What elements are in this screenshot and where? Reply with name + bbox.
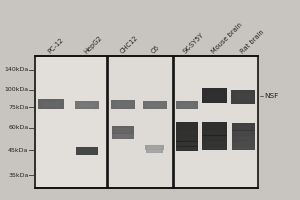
Text: HepG2: HepG2 bbox=[83, 35, 103, 55]
Text: CHC12: CHC12 bbox=[119, 35, 139, 55]
Bar bbox=[79, 103, 95, 107]
Text: 100kDa: 100kDa bbox=[4, 87, 28, 92]
Bar bbox=[235, 137, 251, 140]
Bar bbox=[174, 56, 258, 188]
Bar bbox=[231, 90, 255, 104]
Bar bbox=[206, 92, 224, 100]
Bar bbox=[115, 128, 131, 133]
Text: PC-12: PC-12 bbox=[47, 37, 65, 55]
Bar bbox=[232, 123, 255, 131]
Bar bbox=[232, 136, 255, 141]
Bar bbox=[235, 93, 252, 101]
Bar bbox=[232, 141, 255, 146]
Bar bbox=[235, 131, 251, 135]
Bar bbox=[146, 149, 164, 153]
Bar bbox=[79, 149, 95, 154]
Text: 35kDa: 35kDa bbox=[8, 173, 28, 178]
Bar bbox=[176, 122, 198, 130]
Bar bbox=[145, 145, 164, 150]
Text: NSF: NSF bbox=[265, 93, 279, 99]
Bar bbox=[235, 125, 251, 129]
Bar bbox=[115, 102, 131, 107]
Bar bbox=[202, 135, 227, 141]
Bar bbox=[235, 147, 251, 149]
Bar bbox=[34, 56, 106, 188]
Bar bbox=[112, 126, 134, 134]
Bar bbox=[179, 137, 195, 140]
Text: SK-SY5Y: SK-SY5Y bbox=[182, 32, 206, 55]
Bar bbox=[202, 146, 227, 150]
Bar bbox=[42, 102, 60, 107]
Bar bbox=[34, 56, 106, 188]
Bar bbox=[206, 131, 223, 134]
Bar bbox=[206, 147, 223, 149]
Bar bbox=[142, 101, 167, 109]
Bar bbox=[179, 124, 195, 129]
Bar bbox=[235, 142, 251, 145]
Bar bbox=[76, 147, 98, 155]
Text: Mouse brain: Mouse brain bbox=[210, 22, 244, 55]
Bar bbox=[202, 88, 227, 103]
Bar bbox=[206, 137, 223, 140]
Bar bbox=[232, 146, 255, 150]
Bar bbox=[179, 131, 195, 134]
Bar bbox=[111, 100, 135, 109]
Bar bbox=[206, 124, 223, 129]
Bar bbox=[146, 103, 163, 107]
Bar bbox=[232, 130, 255, 136]
Bar bbox=[176, 141, 198, 147]
Bar bbox=[179, 147, 195, 150]
Text: 45kDa: 45kDa bbox=[8, 148, 28, 153]
Bar bbox=[108, 56, 172, 188]
Bar bbox=[176, 101, 198, 109]
Bar bbox=[202, 141, 227, 146]
Bar bbox=[179, 142, 195, 145]
Bar bbox=[202, 122, 227, 130]
Bar bbox=[206, 142, 223, 145]
Bar bbox=[148, 150, 161, 152]
Text: 140kDa: 140kDa bbox=[4, 67, 28, 72]
Bar bbox=[179, 103, 195, 107]
Text: 75kDa: 75kDa bbox=[8, 105, 28, 110]
Text: 60kDa: 60kDa bbox=[8, 125, 28, 130]
Bar bbox=[115, 134, 131, 138]
Bar bbox=[108, 56, 172, 188]
Bar bbox=[174, 56, 258, 188]
Text: C6: C6 bbox=[150, 44, 161, 55]
Bar bbox=[148, 146, 161, 149]
Bar bbox=[176, 130, 198, 136]
Bar bbox=[202, 130, 227, 136]
Bar bbox=[176, 146, 198, 151]
Bar bbox=[38, 99, 64, 109]
Bar bbox=[75, 101, 99, 109]
Text: Rat brain: Rat brain bbox=[239, 29, 265, 55]
Bar bbox=[176, 136, 198, 142]
Bar bbox=[112, 133, 134, 139]
